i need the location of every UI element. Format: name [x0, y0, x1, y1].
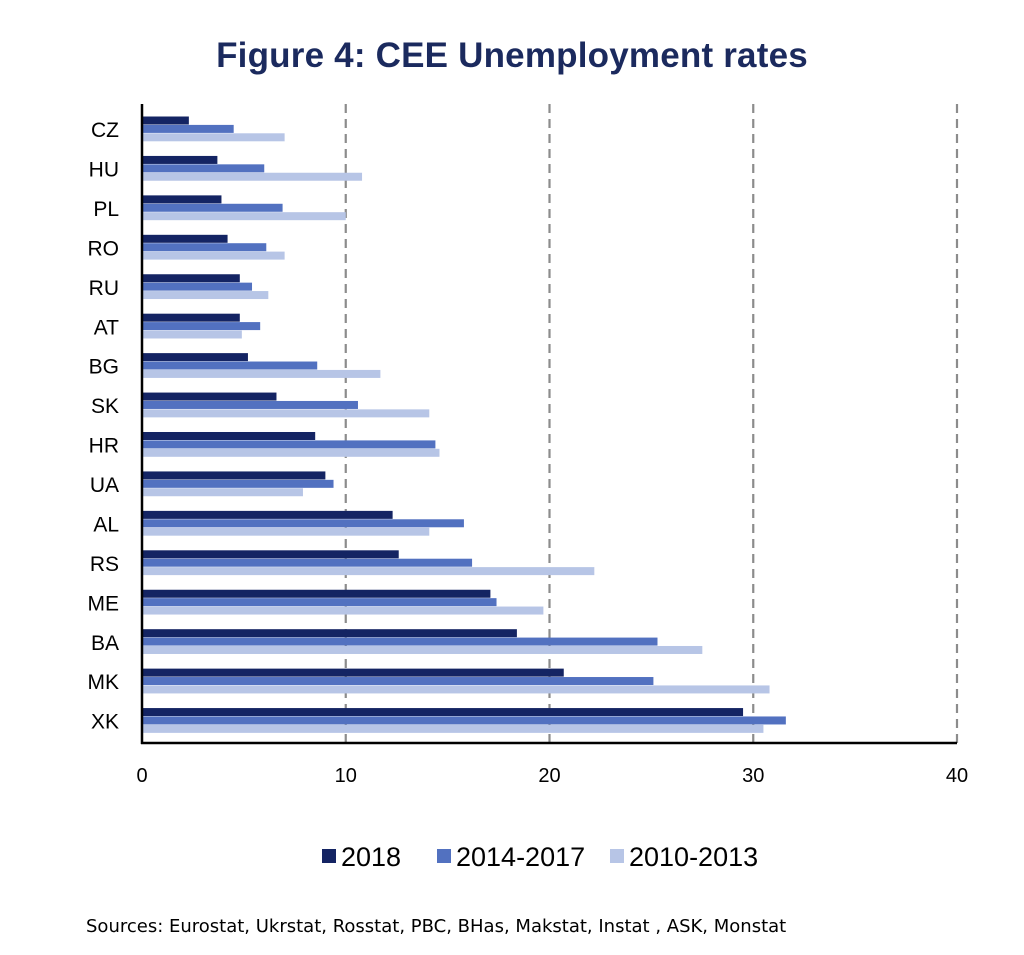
category-label: RU	[89, 277, 119, 300]
category-label: AL	[93, 513, 119, 536]
category-label: CZ	[91, 119, 119, 142]
legend-label: 2010-2013	[629, 842, 758, 872]
x-tick-label: 40	[946, 765, 968, 787]
bar-hr-2010-2013	[142, 448, 440, 457]
bar-pl-2014-2017	[142, 203, 283, 212]
bar-pl-2010-2013	[142, 212, 346, 221]
bar-cz-2018	[142, 116, 189, 125]
bar-cz-2010-2013	[142, 133, 285, 142]
category-label: RS	[90, 553, 119, 576]
bar-ro-2010-2013	[142, 251, 285, 260]
bar-ru-2010-2013	[142, 291, 269, 300]
bar-bg-2010-2013	[142, 369, 381, 378]
bar-ba-2010-2013	[142, 645, 703, 654]
bar-bg-2018	[142, 353, 248, 362]
bar-mk-2010-2013	[142, 685, 770, 694]
legend-swatch	[437, 849, 451, 863]
bar-sk-2018	[142, 392, 277, 401]
bar-xk-2018	[142, 708, 744, 717]
bar-sk-2014-2017	[142, 400, 358, 409]
category-label: AT	[94, 316, 119, 339]
axes	[140, 104, 957, 745]
bar-cz-2014-2017	[142, 124, 234, 133]
category-label: ME	[88, 592, 120, 615]
category-label: HR	[89, 435, 119, 458]
bar-mk-2014-2017	[142, 677, 654, 686]
chart-title: Figure 4: CEE Unemployment rates	[216, 36, 808, 75]
x-tick-label: 20	[538, 765, 560, 787]
bar-ua-2018	[142, 471, 326, 480]
bar-hr-2018	[142, 432, 316, 440]
category-label: BG	[89, 356, 119, 379]
bar-hu-2010-2013	[142, 172, 363, 181]
bar-at-2018	[142, 313, 240, 322]
category-label: PL	[93, 198, 119, 221]
category-label: XK	[91, 711, 119, 734]
bar-ro-2018	[142, 234, 228, 243]
x-tick-label: 30	[742, 765, 764, 787]
bar-rs-2018	[142, 550, 399, 559]
bar-al-2010-2013	[142, 527, 430, 536]
bar-rs-2010-2013	[142, 567, 595, 576]
category-label: SK	[91, 395, 119, 418]
category-labels: CZ HU PL RO RU AT BG SK HR UA AL RS ME BA MK XK	[88, 119, 120, 734]
bar-me-2018	[142, 589, 491, 598]
bar-bg-2014-2017	[142, 361, 318, 370]
category-label: BA	[91, 632, 119, 655]
bar-ua-2014-2017	[142, 479, 334, 488]
x-tick-label: 10	[335, 765, 357, 787]
tick-labels: 0 10 20 30 40	[136, 765, 968, 787]
bar-sk-2010-2013	[142, 409, 430, 418]
bar-al-2014-2017	[142, 519, 464, 528]
bar-ro-2014-2017	[142, 243, 267, 252]
legend-swatch	[610, 849, 624, 863]
bar-me-2010-2013	[142, 606, 544, 615]
bar-hu-2014-2017	[142, 164, 265, 173]
bar-ru-2014-2017	[142, 282, 253, 291]
category-label: HU	[89, 159, 119, 182]
bar-mk-2018	[142, 668, 564, 677]
bar-pl-2018	[142, 195, 222, 204]
sources-note: Sources: Eurostat, Ukrstat, Rosstat, PBC…	[86, 916, 787, 937]
x-tick-label: 0	[136, 765, 147, 787]
bar-hr-2014-2017	[142, 440, 436, 449]
legend-label: 2018	[341, 842, 401, 872]
bar-xk-2014-2017	[142, 716, 786, 725]
category-label: UA	[90, 474, 119, 497]
bar-ba-2014-2017	[142, 637, 658, 646]
bar-ba-2018	[142, 629, 517, 638]
legend-label: 2014-2017	[456, 842, 585, 872]
bar-at-2014-2017	[142, 322, 261, 331]
bar-hu-2018	[142, 155, 218, 164]
bar-ua-2010-2013	[142, 488, 303, 497]
bar-ru-2018	[142, 274, 240, 283]
bars	[142, 116, 786, 733]
bar-at-2010-2013	[142, 330, 242, 339]
bar-al-2018	[142, 510, 393, 519]
legend: 2018 2014-2017 2010-2013	[322, 842, 758, 872]
category-label: MK	[88, 671, 120, 694]
bar-xk-2010-2013	[142, 724, 764, 733]
legend-swatch	[322, 849, 336, 863]
bar-me-2014-2017	[142, 598, 497, 607]
bar-rs-2014-2017	[142, 558, 473, 567]
category-label: RO	[88, 237, 120, 260]
